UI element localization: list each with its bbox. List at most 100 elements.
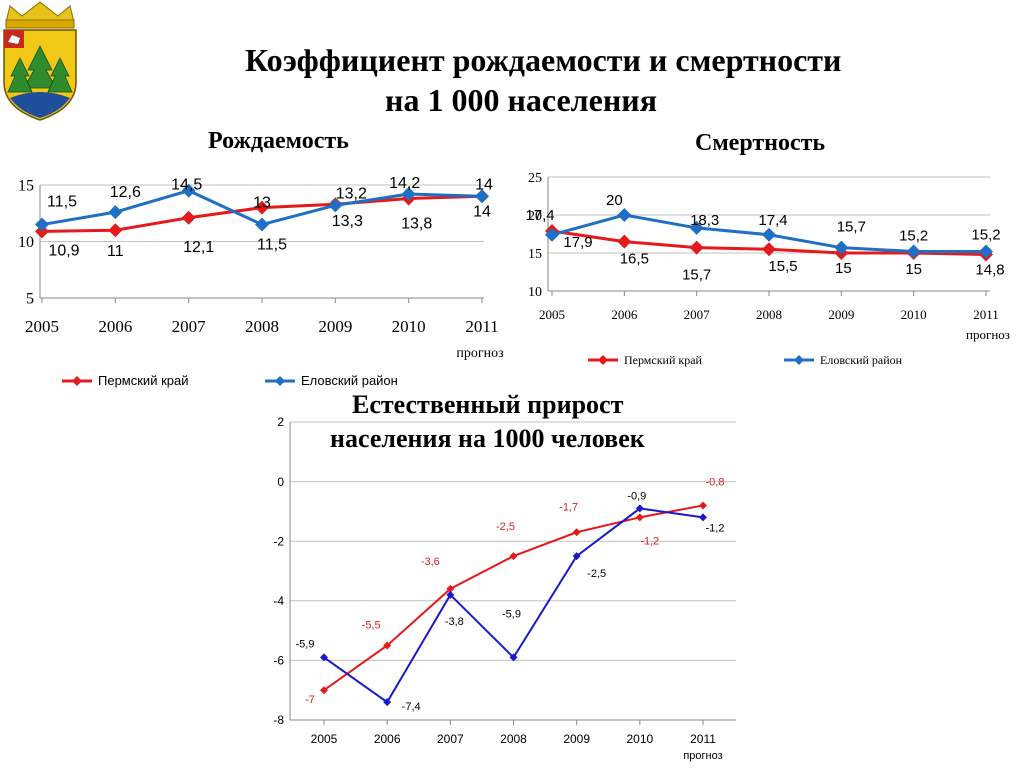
data-label: 15 — [835, 260, 852, 277]
legend-label-perm: Пермский край — [624, 353, 703, 367]
data-label: 15,2 — [899, 227, 928, 244]
data-point — [834, 240, 849, 255]
data-label: -7,4 — [402, 701, 421, 713]
legend-marker — [598, 355, 608, 365]
data-point — [979, 244, 993, 259]
legend-marker — [794, 355, 804, 365]
data-label: 12,6 — [110, 184, 141, 201]
y-tick-label: 5 — [26, 291, 34, 308]
y-tick-label: 15 — [528, 247, 542, 262]
data-label: -1,2 — [706, 522, 725, 534]
y-tick-label: -4 — [273, 594, 284, 608]
growth-chart-title-line-1: Естественный прирост — [352, 390, 624, 419]
data-label: -0,8 — [706, 476, 725, 488]
fir-trees-icon — [7, 45, 73, 93]
growth-chart-title-line-2: населения на 1000 человек — [330, 424, 645, 453]
data-point — [572, 552, 581, 561]
data-point — [509, 552, 518, 561]
data-label: 17,4 — [758, 212, 787, 229]
x-tick-label: 2007 — [437, 732, 464, 746]
x-tick-label: 2006 — [611, 307, 638, 322]
data-label: 18,3 — [690, 212, 719, 229]
data-label: 13,2 — [336, 185, 367, 202]
x-tick-label: 2007 — [684, 307, 711, 322]
data-point — [475, 189, 489, 204]
data-point — [401, 187, 416, 202]
data-label: -0,9 — [627, 490, 646, 502]
x-tick-label: 2008 — [756, 307, 782, 322]
data-point — [320, 686, 328, 695]
data-label: 14,8 — [975, 262, 1004, 279]
x-tick-sublabel: прогноз — [966, 327, 1010, 342]
data-label: 15,7 — [682, 267, 711, 284]
x-tick-label: 2006 — [374, 732, 401, 746]
data-point — [255, 217, 269, 232]
x-tick-label: 2005 — [539, 307, 565, 322]
x-tick-label: 2011 — [465, 317, 498, 336]
data-point — [35, 217, 49, 232]
data-label: 17,9 — [563, 234, 592, 251]
data-point — [446, 584, 455, 593]
data-label: -3,6 — [421, 556, 440, 568]
y-tick-label: -6 — [273, 654, 284, 668]
series-line-perm — [323, 504, 704, 692]
data-point — [699, 501, 707, 510]
data-label: 15 — [905, 261, 922, 278]
x-tick-label: 2010 — [392, 317, 426, 336]
data-label: 14 — [473, 203, 491, 220]
data-point — [617, 208, 632, 222]
y-tick-label: 10 — [528, 285, 542, 300]
data-label: 17,4 — [525, 207, 554, 224]
x-tick-label: 2008 — [500, 732, 527, 746]
data-label: 16,5 — [620, 251, 649, 268]
data-label: 14 — [475, 176, 493, 193]
y-tick-label: 20 — [528, 209, 542, 224]
data-point — [906, 244, 921, 259]
data-point — [545, 227, 559, 242]
data-point — [689, 240, 704, 255]
legend-marker — [275, 376, 285, 386]
death-chart-title: Смертность — [695, 130, 826, 156]
x-tick-label: 2005 — [25, 317, 59, 336]
x-tick-sublabel: прогноз — [456, 346, 504, 361]
data-point — [572, 528, 581, 537]
data-label: 15,2 — [971, 226, 1000, 243]
data-label: -1,7 — [559, 501, 578, 513]
legend-label-perm: Пермский край — [98, 373, 188, 388]
y-tick-label: 10 — [18, 234, 34, 251]
data-label: 20 — [606, 192, 623, 209]
data-point — [181, 183, 196, 198]
data-label: -3,8 — [445, 616, 464, 628]
legend-marker — [72, 376, 82, 386]
data-label: -5,9 — [502, 608, 521, 620]
data-label: -5,5 — [362, 620, 381, 632]
data-label: -2,5 — [496, 521, 515, 533]
data-label: -1,2 — [640, 535, 659, 547]
data-label: 12,1 — [183, 239, 214, 256]
data-label: -5,9 — [296, 638, 315, 650]
x-tick-label: 2010 — [901, 307, 927, 322]
x-tick-label: 2009 — [563, 732, 590, 746]
x-tick-sublabel: прогноз — [683, 750, 722, 762]
coat-of-arms-logo — [3, 1, 77, 121]
data-label: 14,5 — [171, 177, 202, 194]
data-point — [699, 513, 707, 522]
data-label: 11 — [107, 243, 124, 260]
data-label: -2,5 — [587, 568, 606, 580]
main-title-line-1: Коэффициент рождаемости и смертности — [245, 42, 842, 78]
legend-label-elovo: Еловский район — [301, 373, 398, 388]
data-label: -7 — [305, 694, 315, 706]
data-label: 15,7 — [837, 219, 866, 236]
data-point — [689, 220, 704, 235]
x-tick-label: 2011 — [690, 732, 716, 746]
data-point — [762, 227, 776, 242]
data-point — [108, 205, 123, 220]
data-point — [446, 590, 455, 599]
y-tick-label: 15 — [18, 178, 34, 195]
data-point — [509, 653, 518, 662]
data-label: 10,9 — [48, 242, 79, 259]
x-tick-label: 2009 — [828, 307, 854, 322]
